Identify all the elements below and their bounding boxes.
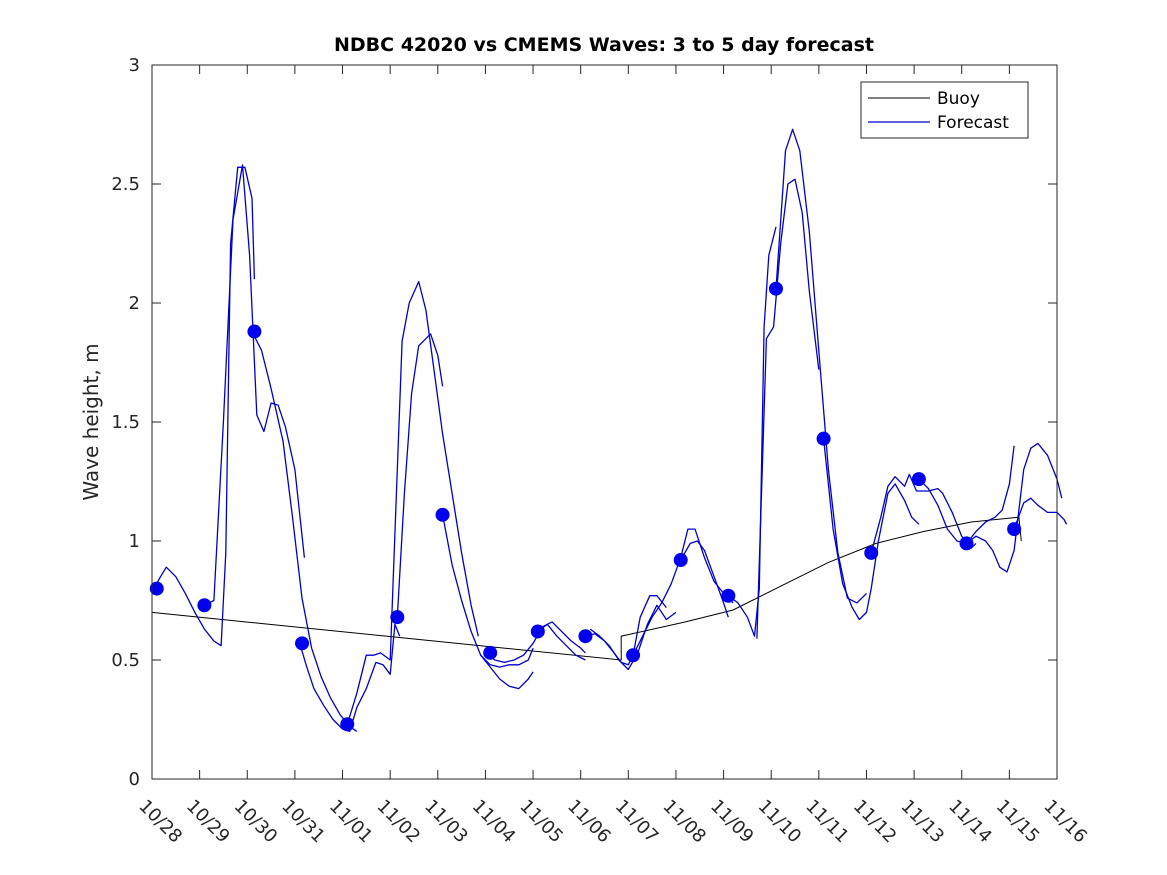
buoy-series-line [151, 516, 1022, 661]
observation-point [530, 624, 545, 639]
observation-point [911, 472, 926, 487]
y-tick-label: 1.5 [111, 412, 140, 433]
observation-point [864, 545, 879, 560]
forecast-series-line [756, 178, 820, 639]
legend-box [860, 81, 1029, 139]
forecast-series-line [346, 280, 479, 725]
y-axis-label: Wave height, m [79, 343, 103, 500]
y-tick-label: 1 [129, 531, 140, 552]
forecast-series-line [775, 128, 867, 604]
chart-title: NDBC 42020 vs CMEMS Waves: 3 to 5 day fo… [334, 34, 874, 56]
forecast-series-line [1013, 497, 1068, 530]
forecast-series-line [204, 164, 306, 606]
y-tick-label: 0.5 [111, 650, 140, 671]
forecast-series-line [727, 226, 777, 637]
observation-point [959, 536, 974, 551]
y-tick-label: 2.5 [111, 174, 140, 195]
observation-point [578, 629, 593, 644]
observation-point [295, 636, 310, 651]
forecast-series-line [918, 442, 1063, 573]
legend-label-forecast: Forecast [937, 113, 1009, 133]
forecast-series-line [441, 514, 534, 668]
observation-point [340, 717, 355, 732]
series-group [151, 128, 1068, 733]
observation-point [390, 610, 405, 625]
observation-point [247, 324, 262, 339]
plot-area [152, 65, 1057, 779]
forecast-series-line [870, 473, 977, 554]
y-tick-label: 2 [129, 293, 140, 314]
y-tick-label: 3 [129, 55, 140, 76]
forecast-series-line [680, 540, 729, 618]
observation-point [483, 645, 498, 660]
observation-point [197, 598, 212, 613]
observation-point [816, 431, 831, 446]
forecast-series-line [299, 623, 401, 733]
observation-point [149, 581, 164, 596]
observation-markers [149, 281, 1022, 732]
observation-point [1007, 522, 1022, 537]
forecast-series-line [396, 333, 444, 618]
observation-point [768, 281, 783, 296]
observation-point [435, 507, 450, 522]
observation-point [673, 553, 688, 568]
forecast-series-line [537, 623, 586, 661]
forecast-series-line [632, 528, 734, 656]
legend-label-buoy: Buoy [937, 89, 980, 109]
plot-frame [151, 64, 1058, 780]
observation-point [626, 648, 641, 663]
forecast-series-line [480, 654, 534, 690]
legend: Buoy Forecast [860, 81, 1029, 139]
y-tick-label: 0 [129, 769, 140, 790]
forecast-series-line [822, 438, 920, 621]
observation-point [721, 588, 736, 603]
forecast-series-line [965, 445, 1015, 544]
forecast-series-line [251, 331, 358, 732]
